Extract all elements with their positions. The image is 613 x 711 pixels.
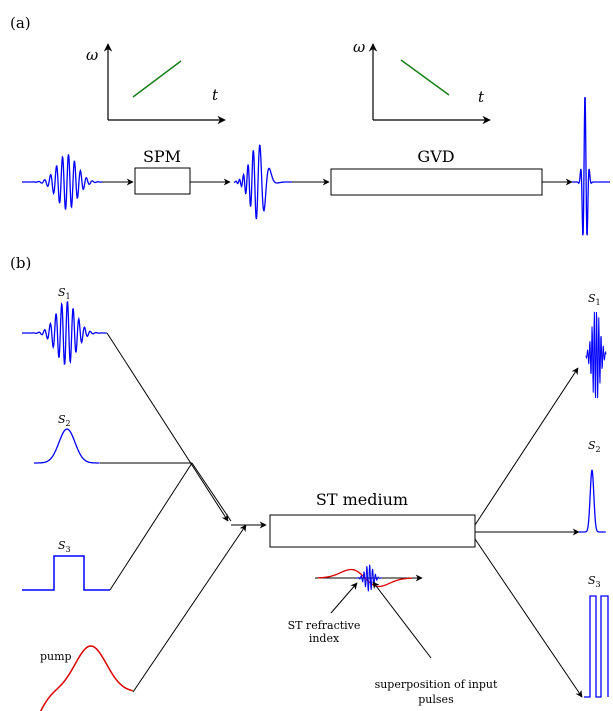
panel-b-label: (b) bbox=[10, 254, 31, 272]
superposition-label-line2: pulses bbox=[418, 693, 454, 706]
st-medium-label: ST medium bbox=[316, 490, 408, 509]
output-s2-pulse bbox=[579, 469, 606, 533]
axis1-y-label: ω bbox=[86, 46, 98, 64]
chirp-axis-1: ω t bbox=[86, 43, 226, 125]
panel-a-label: (a) bbox=[10, 14, 31, 32]
input-s3-label: S3 bbox=[58, 539, 71, 554]
input-s1-pulse bbox=[22, 300, 107, 366]
compressed-pulse bbox=[572, 97, 610, 236]
chirp-axis-2: ω t bbox=[353, 38, 491, 125]
output-lines bbox=[474, 367, 583, 698]
axis1-x-label: t bbox=[212, 86, 219, 104]
refractive-index-label-line1: ST refractive bbox=[288, 619, 361, 632]
output-s1-label: S1 bbox=[588, 292, 601, 307]
refractive-index-pointer bbox=[330, 582, 358, 614]
input-s1-label: S1 bbox=[58, 286, 71, 301]
superposed-pulses bbox=[355, 564, 383, 592]
down-chirp-line bbox=[400, 59, 450, 96]
axis2-y-label: ω bbox=[353, 38, 365, 56]
output-s3-label: S3 bbox=[588, 574, 601, 589]
up-chirp-line bbox=[132, 60, 182, 98]
refractive-index-label-line2: index bbox=[309, 632, 340, 645]
spm-label: SPM bbox=[143, 147, 181, 166]
superposition-label-line1: superposition of input bbox=[375, 678, 498, 691]
gvd-label: GVD bbox=[417, 147, 454, 166]
output-s3-pulse bbox=[584, 595, 609, 698]
pump-pulse bbox=[39, 645, 133, 711]
st-medium-box bbox=[269, 514, 476, 548]
pump-label: pump bbox=[40, 650, 72, 663]
spm-output-pulse bbox=[234, 144, 292, 220]
combiner-lines bbox=[100, 332, 267, 693]
input-chirped-pulse bbox=[22, 154, 103, 210]
input-s3-pulse bbox=[22, 555, 110, 591]
output-s2-label: S2 bbox=[588, 439, 601, 454]
spm-box bbox=[134, 167, 191, 195]
gvd-box bbox=[330, 168, 543, 196]
input-s2-label: S2 bbox=[58, 413, 71, 428]
output-s1-pulse bbox=[585, 311, 607, 399]
axis2-x-label: t bbox=[478, 88, 485, 106]
input-s2-pulse bbox=[34, 428, 100, 464]
superposition-pointer bbox=[372, 581, 432, 659]
